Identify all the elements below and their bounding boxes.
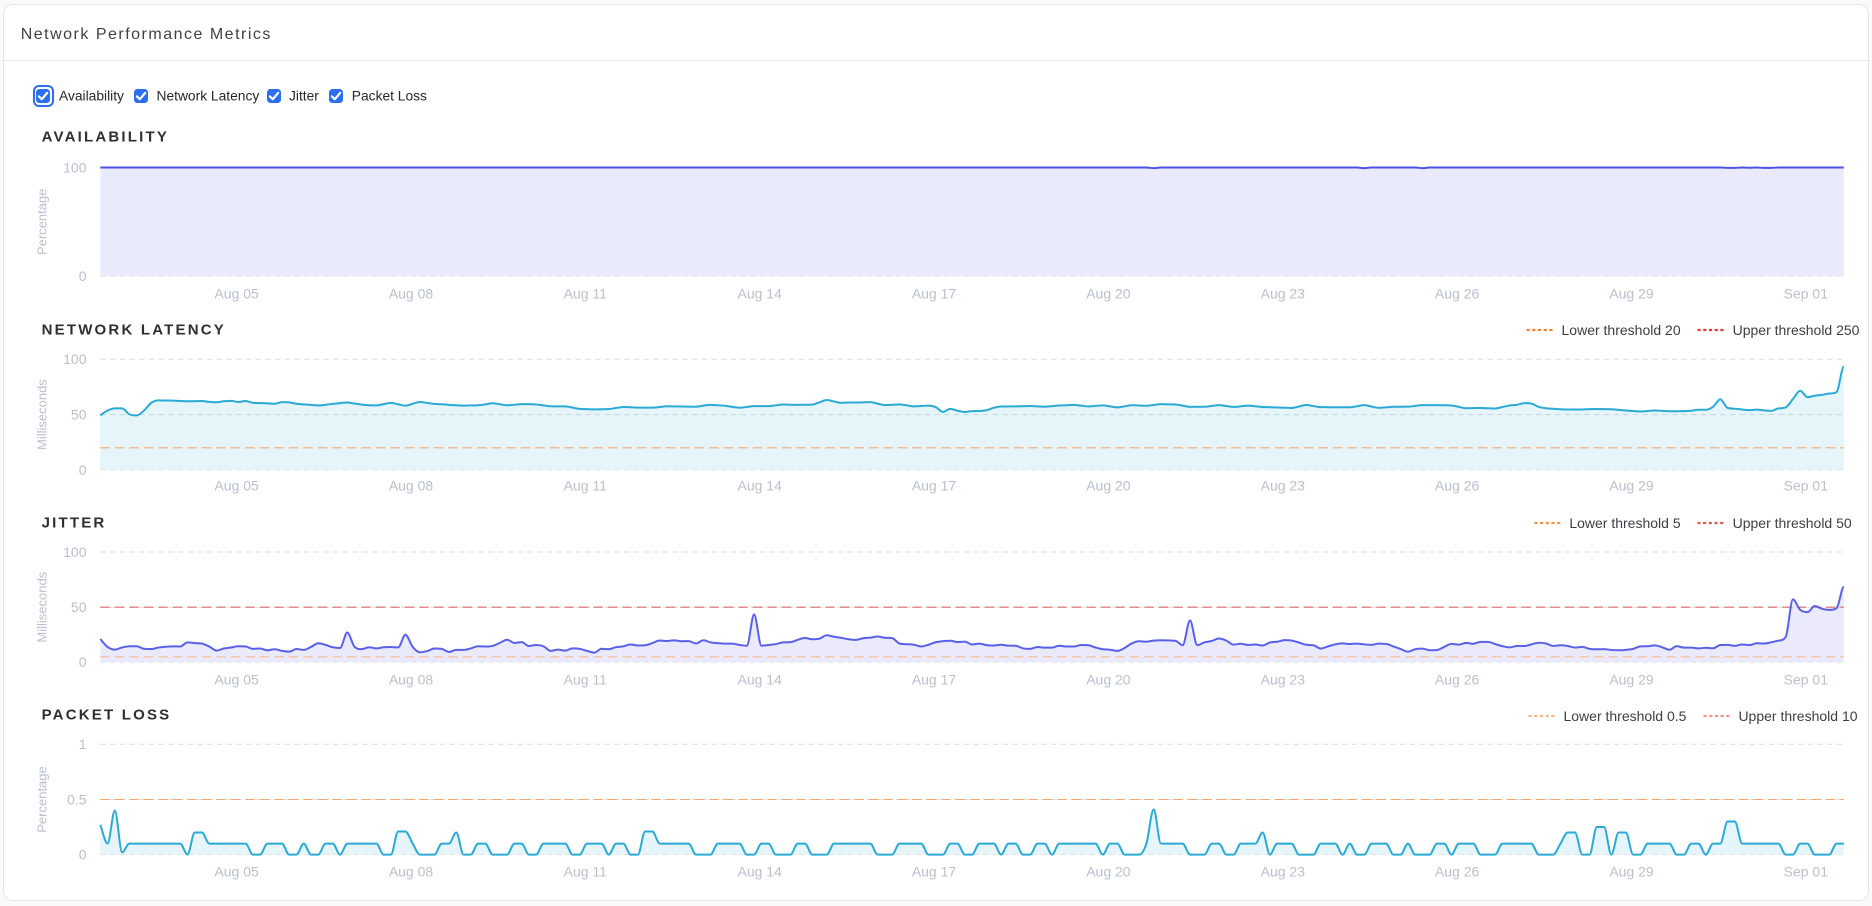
svg-text:Aug 05: Aug 05 — [214, 672, 259, 688]
svg-text:Aug 14: Aug 14 — [738, 478, 783, 494]
svg-text:Aug 11: Aug 11 — [564, 864, 608, 880]
svg-text:Aug 17: Aug 17 — [912, 478, 957, 494]
svg-text:Aug 08: Aug 08 — [389, 864, 434, 880]
svg-text:Aug 08: Aug 08 — [389, 285, 434, 301]
svg-text:Aug 29: Aug 29 — [1609, 478, 1654, 494]
svg-text:Aug 26: Aug 26 — [1435, 285, 1480, 301]
svg-text:Sep 01: Sep 01 — [1784, 285, 1829, 301]
svg-text:Aug 08: Aug 08 — [389, 672, 434, 688]
svg-text:Aug 26: Aug 26 — [1435, 672, 1480, 688]
svg-text:Aug 17: Aug 17 — [912, 672, 957, 688]
svg-text:Aug 20: Aug 20 — [1086, 864, 1131, 880]
svg-text:Aug 08: Aug 08 — [389, 478, 434, 494]
svg-text:Aug 23: Aug 23 — [1261, 478, 1306, 494]
svg-text:Aug 17: Aug 17 — [912, 285, 957, 301]
svg-text:Aug 14: Aug 14 — [738, 864, 783, 880]
svg-text:Percentage: Percentage — [35, 766, 50, 833]
svg-text:0: 0 — [79, 462, 87, 478]
svg-text:Aug 23: Aug 23 — [1261, 672, 1306, 688]
svg-text:Aug 29: Aug 29 — [1609, 285, 1654, 301]
svg-text:Aug 05: Aug 05 — [214, 285, 259, 301]
svg-text:50: 50 — [71, 407, 87, 423]
svg-text:Sep 01: Sep 01 — [1784, 672, 1829, 688]
svg-text:Aug 29: Aug 29 — [1609, 672, 1654, 688]
svg-text:Aug 20: Aug 20 — [1086, 285, 1131, 301]
svg-text:0.5: 0.5 — [67, 791, 87, 807]
svg-text:100: 100 — [63, 544, 87, 560]
svg-text:Aug 14: Aug 14 — [738, 285, 783, 301]
svg-text:1: 1 — [79, 736, 87, 752]
svg-text:Milliseconds: Milliseconds — [35, 571, 50, 642]
svg-text:50: 50 — [71, 599, 87, 615]
svg-text:Aug 14: Aug 14 — [738, 672, 783, 688]
svg-text:100: 100 — [63, 159, 87, 175]
svg-text:Aug 05: Aug 05 — [214, 864, 259, 880]
svg-text:0: 0 — [79, 268, 87, 284]
svg-text:0: 0 — [79, 654, 87, 670]
svg-text:Aug 20: Aug 20 — [1086, 672, 1131, 688]
svg-text:Aug 05: Aug 05 — [214, 478, 259, 494]
svg-text:Milliseconds: Milliseconds — [35, 379, 50, 450]
svg-text:Aug 20: Aug 20 — [1086, 478, 1131, 494]
svg-text:Percentage: Percentage — [35, 189, 50, 256]
svg-text:Aug 26: Aug 26 — [1435, 478, 1480, 494]
svg-text:Aug 23: Aug 23 — [1261, 285, 1306, 301]
svg-text:Aug 11: Aug 11 — [564, 478, 608, 494]
svg-text:Aug 17: Aug 17 — [912, 864, 957, 880]
svg-text:Aug 23: Aug 23 — [1261, 864, 1306, 880]
svg-text:100: 100 — [63, 351, 87, 367]
svg-text:Aug 11: Aug 11 — [564, 672, 608, 688]
svg-text:0: 0 — [79, 847, 87, 863]
svg-text:Sep 01: Sep 01 — [1784, 478, 1829, 494]
svg-text:Aug 29: Aug 29 — [1609, 864, 1654, 880]
svg-text:Sep 01: Sep 01 — [1784, 864, 1829, 880]
svg-text:Aug 11: Aug 11 — [564, 285, 608, 301]
svg-text:Aug 26: Aug 26 — [1435, 864, 1480, 880]
